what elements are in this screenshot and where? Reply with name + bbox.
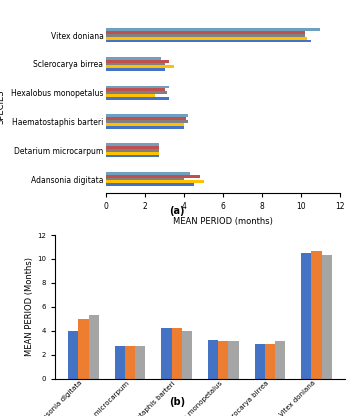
Bar bbox=[106, 57, 161, 59]
Bar bbox=[106, 183, 194, 186]
Bar bbox=[68, 331, 78, 379]
Bar bbox=[106, 143, 159, 146]
Bar bbox=[106, 181, 204, 183]
Y-axis label: MEAN PERIOD (Months): MEAN PERIOD (Months) bbox=[25, 258, 34, 356]
Bar bbox=[312, 250, 322, 379]
Bar bbox=[106, 114, 188, 117]
Y-axis label: SPECIES: SPECIES bbox=[0, 90, 5, 124]
Bar bbox=[88, 315, 99, 379]
Bar bbox=[106, 91, 167, 94]
Bar bbox=[106, 62, 165, 65]
Bar bbox=[228, 342, 239, 379]
Bar bbox=[172, 328, 182, 379]
Bar bbox=[106, 175, 200, 178]
Bar bbox=[135, 346, 145, 379]
Bar bbox=[255, 344, 265, 379]
Bar bbox=[106, 94, 155, 97]
Bar bbox=[106, 68, 165, 71]
Bar bbox=[125, 346, 135, 379]
Bar bbox=[106, 28, 320, 31]
Bar bbox=[106, 34, 305, 37]
Text: (a): (a) bbox=[169, 206, 185, 216]
Bar bbox=[106, 97, 169, 100]
Bar bbox=[106, 31, 305, 34]
Bar bbox=[265, 344, 275, 379]
Bar bbox=[106, 59, 169, 62]
Bar bbox=[115, 346, 125, 379]
Bar bbox=[301, 253, 312, 379]
Bar bbox=[275, 342, 285, 379]
Legend: ISO 1000-1100, ISO 900-1000, ISO 800-900, ISO 700-800, ISO 600-700: ISO 1000-1100, ISO 900-1000, ISO 800-900… bbox=[134, 235, 289, 253]
Bar bbox=[106, 149, 159, 152]
Text: (b): (b) bbox=[169, 397, 185, 407]
Bar bbox=[106, 65, 174, 68]
Bar bbox=[322, 255, 332, 379]
Bar bbox=[182, 331, 192, 379]
Bar bbox=[78, 319, 88, 379]
Bar bbox=[106, 37, 307, 40]
Bar bbox=[161, 328, 172, 379]
Bar bbox=[106, 40, 311, 42]
Bar bbox=[106, 172, 190, 175]
Bar bbox=[106, 152, 159, 155]
Bar bbox=[106, 123, 184, 126]
Bar bbox=[106, 178, 184, 181]
Bar bbox=[208, 340, 218, 379]
Bar bbox=[106, 146, 159, 149]
Bar bbox=[106, 126, 184, 129]
Bar bbox=[106, 120, 188, 123]
X-axis label: MEAN PERIOD (months): MEAN PERIOD (months) bbox=[173, 217, 273, 226]
Bar bbox=[106, 117, 186, 120]
Bar bbox=[106, 89, 165, 91]
Bar bbox=[218, 342, 228, 379]
Bar bbox=[106, 155, 159, 158]
Bar bbox=[106, 86, 169, 89]
